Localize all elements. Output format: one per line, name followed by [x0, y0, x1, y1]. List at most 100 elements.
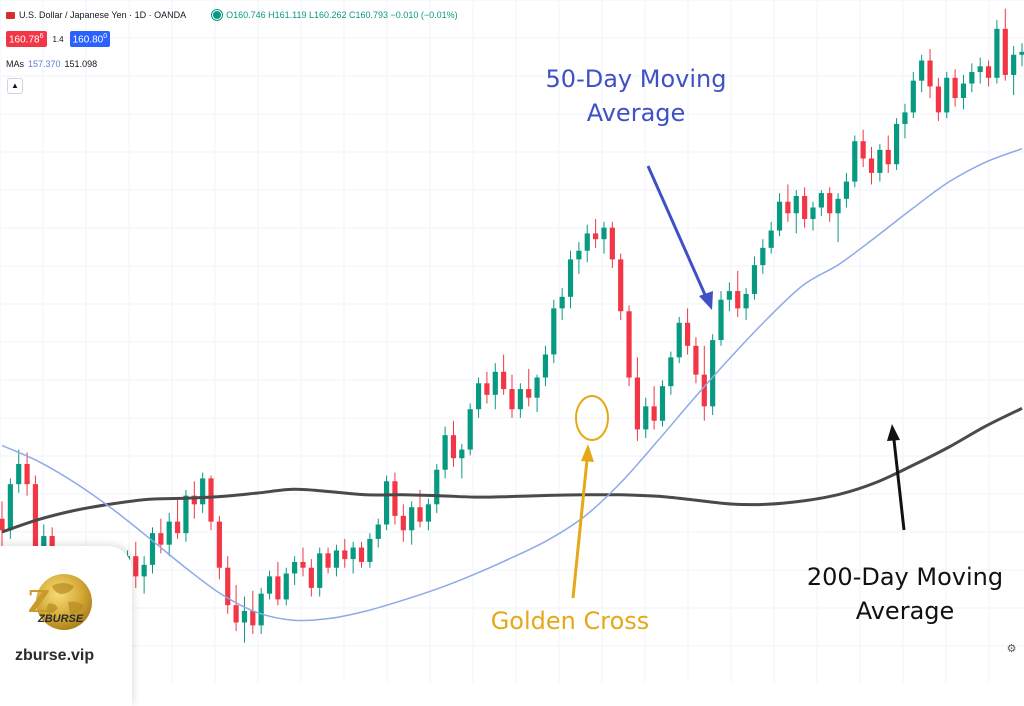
- candle-up[interactable]: [567, 250, 574, 309]
- candle-up[interactable]: [960, 74, 967, 110]
- candle-up[interactable]: [601, 221, 607, 254]
- candle-up[interactable]: [584, 224, 590, 263]
- candle-up[interactable]: [425, 498, 431, 531]
- candle-down[interactable]: [693, 337, 699, 384]
- candle-up[interactable]: [467, 403, 473, 456]
- candle-up[interactable]: [258, 587, 264, 635]
- candle-down[interactable]: [208, 475, 214, 531]
- candle-up[interactable]: [668, 351, 674, 395]
- candle-down[interactable]: [400, 504, 406, 542]
- candle-up[interactable]: [768, 221, 774, 254]
- candle-up[interactable]: [333, 544, 340, 577]
- candle-up[interactable]: [149, 527, 156, 574]
- candle-down[interactable]: [216, 515, 222, 580]
- candle-down[interactable]: [885, 135, 891, 173]
- candle-down[interactable]: [358, 541, 365, 568]
- candle-down[interactable]: [927, 48, 933, 98]
- candle-down[interactable]: [191, 481, 197, 519]
- candle-down[interactable]: [0, 501, 5, 548]
- candle-up[interactable]: [551, 299, 557, 364]
- candle-down[interactable]: [275, 561, 281, 606]
- candle-up[interactable]: [475, 377, 482, 418]
- candle-up[interactable]: [977, 57, 983, 84]
- candle-down[interactable]: [233, 585, 239, 632]
- candle-up[interactable]: [969, 63, 975, 93]
- candle-down[interactable]: [802, 187, 808, 228]
- candle-up[interactable]: [534, 374, 540, 413]
- candle-up[interactable]: [710, 334, 716, 415]
- candle-down[interactable]: [868, 146, 875, 185]
- candle-up[interactable]: [350, 541, 356, 574]
- chevron-up-icon[interactable]: ▲: [7, 78, 23, 94]
- candle-down[interactable]: [735, 270, 741, 318]
- candle-up[interactable]: [994, 20, 1000, 84]
- candle-down[interactable]: [325, 547, 331, 574]
- candle-down[interactable]: [952, 69, 958, 107]
- candle-up[interactable]: [919, 54, 925, 93]
- candle-up[interactable]: [676, 317, 682, 364]
- candle-down[interactable]: [308, 559, 314, 597]
- candle-up[interactable]: [442, 426, 448, 479]
- candle-up[interactable]: [726, 282, 732, 312]
- candle-down[interactable]: [609, 221, 615, 269]
- candle-down[interactable]: [827, 187, 833, 222]
- candle-down[interactable]: [785, 184, 791, 222]
- candle-down[interactable]: [300, 547, 306, 577]
- candle-down[interactable]: [250, 590, 256, 635]
- candle-up[interactable]: [317, 547, 323, 597]
- candle-up[interactable]: [241, 596, 248, 643]
- candle-up[interactable]: [409, 501, 415, 545]
- candle-down[interactable]: [701, 345, 707, 421]
- candle-down[interactable]: [342, 538, 348, 568]
- candle-down[interactable]: [225, 556, 231, 614]
- candle-down[interactable]: [860, 129, 866, 168]
- candle-up[interactable]: [718, 291, 724, 346]
- sell-button[interactable]: 160.786: [6, 31, 47, 48]
- candle-up[interactable]: [793, 190, 799, 234]
- candle-up[interactable]: [383, 475, 390, 531]
- candle-up[interactable]: [1011, 46, 1017, 96]
- candle-up[interactable]: [283, 567, 289, 606]
- candle-up[interactable]: [760, 239, 766, 274]
- candle-up[interactable]: [877, 144, 883, 182]
- candle-up[interactable]: [944, 72, 950, 119]
- candle-down[interactable]: [1002, 8, 1008, 81]
- candle-up[interactable]: [16, 449, 22, 493]
- candle-down[interactable]: [626, 305, 632, 387]
- candle-down[interactable]: [509, 374, 515, 418]
- candle-down[interactable]: [634, 357, 641, 441]
- candle-up[interactable]: [1019, 43, 1024, 67]
- candle-up[interactable]: [434, 463, 440, 513]
- candle-down[interactable]: [484, 371, 490, 404]
- candle-down[interactable]: [593, 219, 599, 248]
- candle-down[interactable]: [501, 354, 507, 395]
- candle-up[interactable]: [367, 533, 373, 568]
- candle-up[interactable]: [166, 512, 172, 557]
- candle-up[interactable]: [559, 288, 565, 320]
- candle-down[interactable]: [985, 60, 992, 87]
- symbol-title[interactable]: U.S. Dollar / Japanese Yen · 1D · OANDA: [19, 10, 187, 20]
- candle-down[interactable]: [526, 368, 532, 407]
- candle-down[interactable]: [24, 452, 30, 496]
- candle-up[interactable]: [375, 518, 381, 548]
- candle-down[interactable]: [450, 420, 457, 467]
- candle-up[interactable]: [576, 242, 582, 274]
- candle-down[interactable]: [133, 541, 139, 588]
- candle-up[interactable]: [292, 556, 298, 586]
- candle-up[interactable]: [659, 380, 666, 427]
- candle-up[interactable]: [643, 397, 649, 439]
- candle-up[interactable]: [200, 472, 206, 513]
- buy-button[interactable]: 160.800: [69, 31, 111, 48]
- candle-up[interactable]: [266, 570, 273, 600]
- candle-up[interactable]: [902, 103, 908, 139]
- candle-down[interactable]: [618, 253, 624, 320]
- watermark-url[interactable]: zburse.vip: [15, 647, 95, 664]
- price-chart[interactable]: [0, 0, 1024, 683]
- candle-up[interactable]: [141, 556, 147, 594]
- candle-up[interactable]: [542, 345, 549, 387]
- candle-down[interactable]: [935, 77, 941, 122]
- candle-down[interactable]: [651, 386, 657, 430]
- candle-up[interactable]: [893, 118, 900, 171]
- ma-legend[interactable]: MAs 157.370 151.098: [6, 59, 97, 69]
- candle-up[interactable]: [517, 383, 523, 418]
